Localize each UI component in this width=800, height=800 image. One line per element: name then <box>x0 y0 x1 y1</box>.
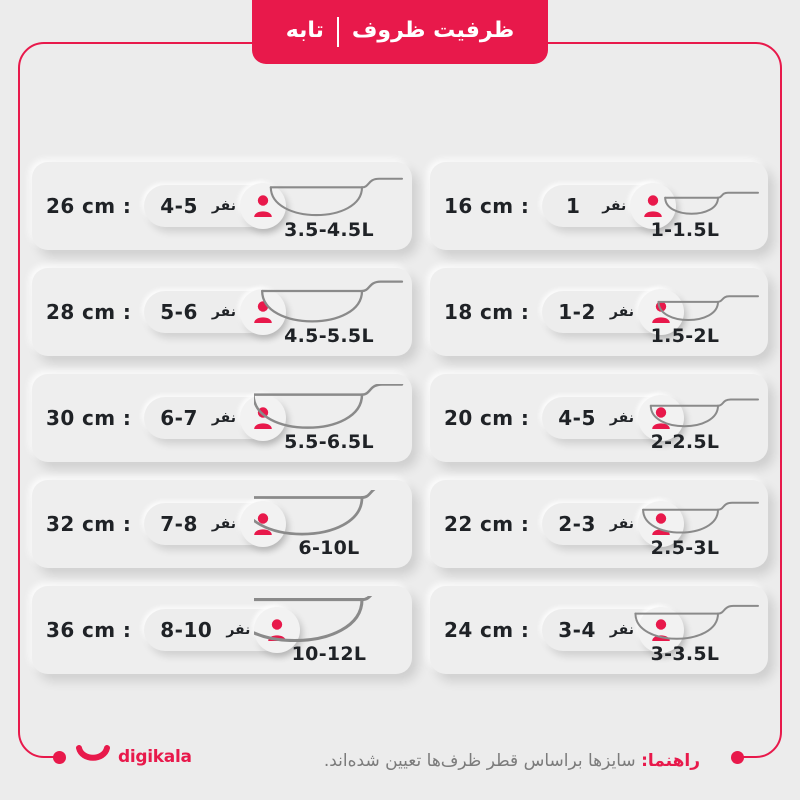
servings-unit-label: نفر <box>609 622 634 638</box>
pan-illustration: 1-1.5L <box>610 162 760 250</box>
servings-pill: نفر 3-4 <box>542 607 684 653</box>
capacity-card: 30 cm : نفر 6-7 5.5-6.5L <box>32 374 412 462</box>
servings-count: 2-3 <box>558 512 596 536</box>
pan-volume-label: 1.5-2L <box>650 324 720 347</box>
servings-count: 3-4 <box>558 618 596 642</box>
pan-illustration: 3-3.5L <box>610 586 760 674</box>
person-icon-button <box>239 183 286 229</box>
person-icon <box>652 619 670 641</box>
header-banner: ظرفیت ظروف تابه <box>252 0 548 64</box>
header-subtitle: تابه <box>285 17 324 43</box>
person-icon <box>254 513 272 535</box>
pan-illustration: 6-10L <box>254 480 404 568</box>
pan-size-label: 20 cm : <box>444 406 530 430</box>
servings-pill: نفر 1 <box>542 183 677 229</box>
pan-volume-label: 4.5-5.5L <box>284 324 374 347</box>
capacity-card: 20 cm : نفر 4-5 2-2.5L <box>430 374 768 462</box>
person-icon <box>652 407 670 429</box>
pan-size-label: 30 cm : <box>46 406 132 430</box>
servings-count: 6-7 <box>160 406 198 430</box>
digikala-wordmark: digikala <box>118 747 192 767</box>
pan-volume-label: 6-10L <box>298 536 360 559</box>
guide-label: راهنما: <box>641 751 700 771</box>
pan-illustration: 3.5-4.5L <box>254 162 404 250</box>
servings-unit-label: نفر <box>609 410 634 426</box>
pan-size-label: 24 cm : <box>444 618 530 642</box>
servings-pill: نفر 1-2 <box>542 289 684 335</box>
capacity-grid: 26 cm : نفر 4-5 3.5-4.5L 28 cm : نفر 5-6 <box>32 162 768 674</box>
capacity-card: 22 cm : نفر 2-3 2.5-3L <box>430 480 768 568</box>
person-icon-button <box>254 607 301 653</box>
pan-illustration: 10-12L <box>254 586 404 674</box>
servings-count: 4-5 <box>160 194 198 218</box>
pan-volume-label: 5.5-6.5L <box>284 430 374 453</box>
person-icon <box>254 195 272 217</box>
frame-dot-left <box>53 751 66 764</box>
capacity-column-left: 16 cm : نفر 1 1-1.5L 18 cm : نفر 1-2 <box>430 162 768 674</box>
servings-count: 4-5 <box>558 406 596 430</box>
servings-pill: نفر 4-5 <box>144 183 286 229</box>
pan-volume-label: 3-3.5L <box>650 642 720 665</box>
guide-text: سایزها براساس قطر ظرف‌ها تعیین شده‌اند. <box>323 751 636 771</box>
pan-illustration: 2-2.5L <box>610 374 760 462</box>
pan-volume-label: 1-1.5L <box>650 218 720 241</box>
servings-count: 1 <box>566 194 581 218</box>
frame-dot-right <box>731 751 744 764</box>
servings-unit-label: نفر <box>226 622 251 638</box>
capacity-card: 32 cm : نفر 7-8 6-10L <box>32 480 412 568</box>
capacity-card: 36 cm : نفر 8-10 10-12L <box>32 586 412 674</box>
pan-size-label: 36 cm : <box>46 618 132 642</box>
pan-size-label: 26 cm : <box>46 194 132 218</box>
servings-pill: نفر 4-5 <box>542 395 684 441</box>
person-icon <box>644 195 663 217</box>
pan-size-label: 32 cm : <box>46 512 132 536</box>
servings-unit-label: نفر <box>609 304 634 320</box>
pan-volume-label: 2.5-3L <box>650 536 720 559</box>
page-title: ظرفیت ظروف <box>351 17 515 43</box>
digikala-logo: digikala <box>76 745 192 769</box>
servings-unit-label: نفر <box>211 516 236 532</box>
person-icon-button <box>239 501 286 547</box>
pan-illustration: 5.5-6.5L <box>254 374 404 462</box>
pan-illustration: 2.5-3L <box>610 480 760 568</box>
pan-size-label: 18 cm : <box>444 300 530 324</box>
pan-size-label: 22 cm : <box>444 512 530 536</box>
servings-unit-label: نفر <box>211 304 236 320</box>
capacity-card: 24 cm : نفر 3-4 3-3.5L <box>430 586 768 674</box>
capacity-card: 28 cm : نفر 5-6 4.5-5.5L <box>32 268 412 356</box>
servings-unit-label: نفر <box>602 198 627 214</box>
servings-unit-label: نفر <box>211 198 236 214</box>
pan-illustration: 4.5-5.5L <box>254 268 404 356</box>
capacity-column-right: 26 cm : نفر 4-5 3.5-4.5L 28 cm : نفر 5-6 <box>32 162 412 674</box>
guide-note: راهنما: سایزها براساس قطر ظرف‌ها تعیین ش… <box>324 751 700 771</box>
pan-size-label: 28 cm : <box>46 300 132 324</box>
person-icon-button <box>637 289 684 335</box>
servings-count: 8-10 <box>160 618 213 642</box>
pan-size-label: 16 cm : <box>444 194 530 218</box>
servings-unit-label: نفر <box>211 410 236 426</box>
digikala-smile-icon <box>76 745 110 769</box>
servings-pill: نفر 2-3 <box>542 501 684 547</box>
frame-bottom-gap <box>60 740 740 776</box>
servings-count: 5-6 <box>160 300 198 324</box>
pan-volume-label: 10-12L <box>291 642 367 665</box>
servings-count: 7-8 <box>160 512 198 536</box>
pan-volume-label: 2-2.5L <box>650 430 720 453</box>
servings-unit-label: نفر <box>609 516 634 532</box>
person-icon-button <box>637 395 684 441</box>
capacity-card: 16 cm : نفر 1 1-1.5L <box>430 162 768 250</box>
servings-count: 1-2 <box>558 300 596 324</box>
header-divider <box>336 17 339 47</box>
capacity-card: 18 cm : نفر 1-2 1.5-2L <box>430 268 768 356</box>
pan-volume-label: 3.5-4.5L <box>284 218 374 241</box>
pan-illustration: 1.5-2L <box>610 268 760 356</box>
capacity-card: 26 cm : نفر 4-5 3.5-4.5L <box>32 162 412 250</box>
servings-pill: نفر 6-7 <box>144 395 286 441</box>
servings-pill: نفر 8-10 <box>144 607 301 653</box>
